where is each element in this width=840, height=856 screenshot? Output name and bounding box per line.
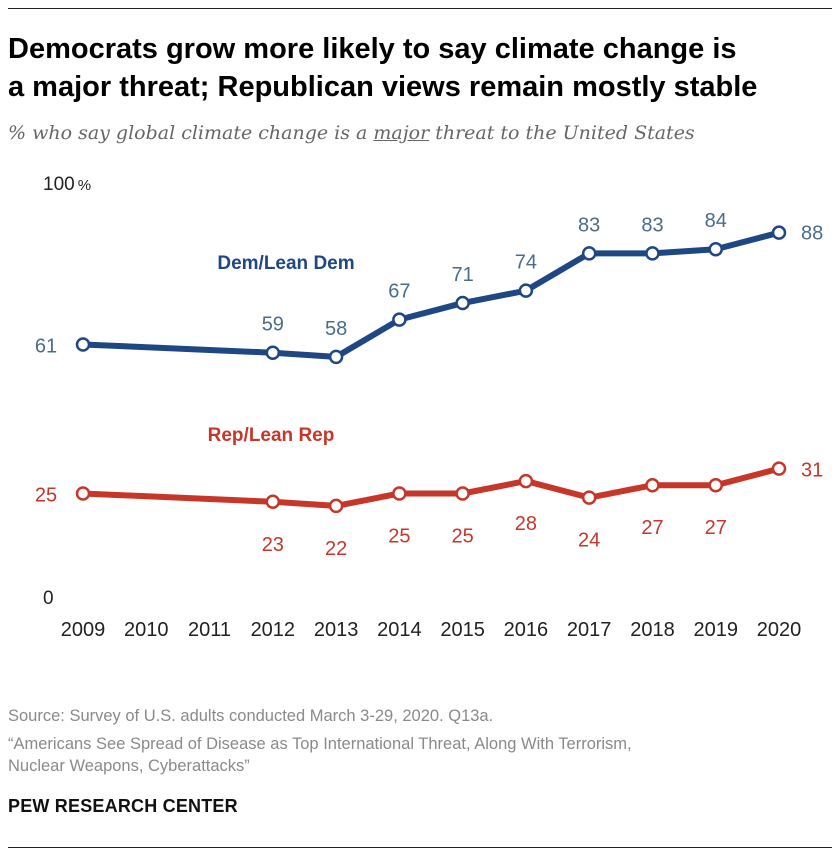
data-point-dem-lean-dem-2017 — [581, 246, 597, 261]
data-label-dem-lean-dem-2014: 67 — [388, 281, 410, 303]
x-tick-label-2018: 2018 — [630, 619, 675, 641]
data-point-dem-lean-dem-2019 — [708, 241, 723, 257]
data-point-rep-lean-rep-2017 — [581, 490, 597, 505]
data-label-dem-lean-dem-2019: 84 — [705, 210, 727, 232]
data-point-rep-lean-rep-2014 — [392, 486, 407, 501]
y-tick-label-0: 0 — [43, 588, 54, 609]
chart-subtitle: % who say global climate change is a maj… — [8, 122, 695, 144]
y-tick-label-100: 100% — [43, 174, 91, 195]
x-tick-label-2011: 2011 — [188, 619, 231, 641]
series-label-rep-lean-rep: Rep/Lean Rep — [208, 425, 335, 446]
title-line-2: a major threat; Republican views remain … — [8, 71, 758, 103]
data-label-rep-lean-rep-2017: 24 — [578, 530, 600, 552]
data-label-rep-lean-rep-2018: 27 — [641, 517, 663, 539]
data-label-dem-lean-dem-2015: 71 — [452, 264, 474, 286]
report-title-line-2: Nuclear Weapons, Cyberattacks” — [8, 757, 250, 775]
series-line-rep-lean-rep — [80, 465, 782, 509]
data-label-dem-lean-dem-2018: 83 — [641, 214, 663, 236]
data-point-rep-lean-rep-2013 — [328, 498, 344, 514]
data-point-dem-lean-dem-2012 — [265, 345, 281, 360]
data-label-rep-lean-rep-2013: 22 — [325, 538, 347, 560]
title-line-1: Democrats grow more likely to say climat… — [8, 33, 737, 65]
x-tick-label-2017: 2017 — [567, 619, 612, 641]
data-label-dem-lean-dem-2013: 58 — [325, 318, 347, 340]
data-label-rep-lean-rep-2019: 27 — [705, 517, 727, 539]
data-point-dem-lean-dem-2015 — [455, 295, 470, 311]
x-tick-label-2012: 2012 — [251, 619, 296, 641]
data-point-rep-lean-rep-2020 — [771, 461, 787, 476]
source-note: Source: Survey of U.S. adults conducted … — [8, 707, 494, 725]
data-label-rep-lean-rep-2012: 23 — [262, 534, 284, 556]
data-point-dem-lean-dem-2020 — [771, 225, 787, 240]
data-point-dem-lean-dem-2013 — [328, 349, 344, 365]
chart-title: Democrats grow more likely to say climat… — [8, 30, 834, 106]
series-line-dem-lean-dem — [80, 229, 782, 360]
data-point-dem-lean-dem-2009 — [75, 337, 91, 352]
data-label-dem-lean-dem-2020: 88 — [801, 223, 823, 245]
data-label-dem-lean-dem-2016: 74 — [515, 252, 537, 274]
organization-name: PEW RESEARCH CENTER — [8, 796, 238, 816]
x-tick-label-2015: 2015 — [440, 619, 485, 641]
x-tick-label-2010: 2010 — [124, 619, 169, 641]
data-label-rep-lean-rep-2009: 25 — [35, 485, 57, 507]
x-tick-label-2013: 2013 — [314, 619, 359, 641]
data-label-dem-lean-dem-2012: 59 — [262, 314, 284, 336]
x-tick-label-2016: 2016 — [504, 619, 549, 641]
data-label-dem-lean-dem-2009: 61 — [35, 335, 57, 357]
x-tick-label-2009: 2009 — [61, 619, 106, 641]
x-tick-label-2019: 2019 — [693, 619, 738, 641]
top-rule — [8, 8, 832, 9]
data-point-rep-lean-rep-2018 — [645, 477, 660, 493]
data-point-dem-lean-dem-2014 — [392, 312, 407, 327]
data-label-rep-lean-rep-2016: 28 — [515, 513, 537, 535]
bottom-rule — [8, 847, 832, 848]
series-label-dem-lean-dem: Dem/Lean Dem — [217, 253, 354, 274]
x-tick-label-2014: 2014 — [377, 619, 422, 641]
data-point-rep-lean-rep-2015 — [455, 486, 470, 501]
data-point-dem-lean-dem-2018 — [645, 246, 660, 261]
data-label-rep-lean-rep-2014: 25 — [388, 526, 410, 548]
subtitle-before: % who say global climate change is a — [8, 122, 374, 144]
data-label-rep-lean-rep-2020: 31 — [801, 460, 823, 482]
line-chart: 100 % 0 2009 2010 2011 2012 2013 2014 2015 2016 201… — [35, 174, 823, 641]
x-tick-label-2020: 2020 — [757, 619, 802, 641]
data-point-rep-lean-rep-2009 — [75, 486, 91, 501]
data-label-dem-lean-dem-2017: 83 — [578, 214, 600, 236]
subtitle-emphasis: major — [373, 122, 430, 144]
data-point-rep-lean-rep-2019 — [708, 477, 723, 493]
report-title-line-1: “Americans See Spread of Disease as Top … — [8, 735, 632, 753]
subtitle-after: threat to the United States — [429, 122, 695, 144]
data-point-dem-lean-dem-2016 — [518, 283, 534, 298]
data-point-rep-lean-rep-2012 — [265, 494, 281, 510]
data-label-rep-lean-rep-2015: 25 — [452, 526, 474, 548]
data-point-rep-lean-rep-2016 — [518, 473, 534, 489]
